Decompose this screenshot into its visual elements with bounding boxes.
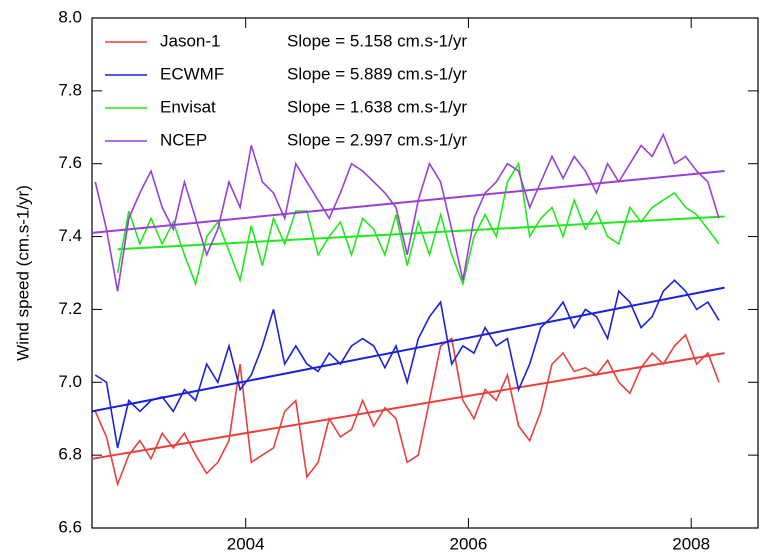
y-tick-label: 7.2 — [58, 299, 82, 318]
series-line — [94, 132, 720, 292]
plot-frame — [91, 17, 759, 529]
x-tick-label: 2004 — [227, 534, 265, 552]
series-line — [94, 333, 720, 488]
y-tick-label: 7.6 — [58, 153, 82, 172]
trend-line — [91, 352, 725, 460]
legend-label: ECWMF — [160, 64, 224, 83]
legend-label: Jason-1 — [160, 31, 220, 50]
trend-line — [117, 215, 725, 251]
x-tick-label: 2008 — [672, 534, 710, 552]
series-line — [94, 279, 720, 449]
slope-label: Slope = 5.889 cm.s-1/yr — [287, 64, 467, 83]
y-tick-label: 8.0 — [58, 7, 82, 26]
trend-line — [91, 286, 725, 413]
series-line — [116, 161, 720, 287]
y-tick-label: 7.4 — [58, 226, 82, 245]
slope-label: Slope = 1.638 cm.s-1/yr — [287, 97, 467, 116]
y-tick-label: 7.8 — [58, 80, 82, 99]
trend-line — [91, 170, 725, 234]
legend-label: NCEP — [160, 130, 207, 149]
legend-label: Envisat — [160, 97, 216, 116]
y-axis-label: Wind speed (cm.s-1/yr) — [13, 185, 32, 361]
x-tick-label: 2006 — [450, 534, 488, 552]
slope-label: Slope = 2.997 cm.s-1/yr — [287, 130, 467, 149]
y-tick-label: 7.0 — [58, 372, 82, 391]
y-tick-label: 6.6 — [58, 517, 82, 536]
y-tick-label: 6.8 — [58, 445, 82, 464]
slope-label: Slope = 5.158 cm.s-1/yr — [287, 31, 467, 50]
